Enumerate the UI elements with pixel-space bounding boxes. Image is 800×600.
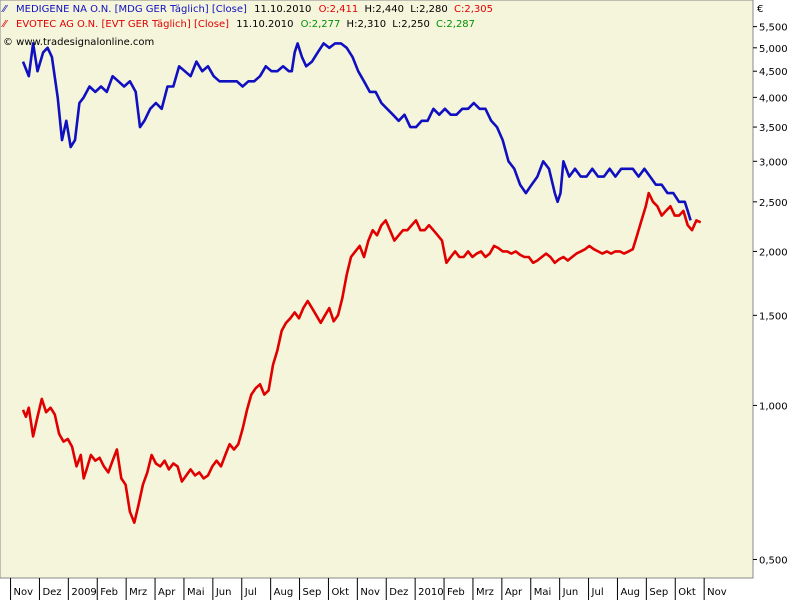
y-tick-label: 5,500: [759, 23, 788, 34]
legend-high-label: H:: [347, 19, 358, 30]
line-chart-icon: ⁄⁄: [1, 19, 9, 30]
legend-name: MEDIGENE NA O.N. [MDG GER Täglich] [Clos…: [16, 4, 247, 15]
legend-close-value: 2,287: [446, 19, 475, 30]
x-tick-label: Dez: [42, 587, 61, 598]
legend-low-value: 2,280: [419, 4, 448, 15]
y-tick-label: 2,000: [759, 247, 788, 258]
y-tick-label: 3,000: [759, 157, 788, 168]
y-tick-label: 4,500: [759, 67, 788, 78]
y-tick-label: 4,000: [759, 93, 788, 104]
y-tick-label: 1,000: [759, 401, 788, 412]
series-line-medigene: [21, 42, 692, 221]
legend-date: 11.10.2010: [254, 4, 311, 15]
x-tick-label: Apr: [158, 587, 176, 598]
currency-symbol: €: [757, 4, 763, 15]
plot-area: [0, 0, 754, 579]
legend-row-evotec: ⁄⁄ EVOTEC AG O.N. [EVT GER Täglich] [Clo…: [1, 19, 475, 30]
x-tick-label: Okt: [678, 587, 696, 598]
x-tick-label: Mrz: [476, 587, 494, 598]
series-group: [21, 42, 702, 524]
x-tick-label: Mrz: [129, 587, 147, 598]
x-tick-label: Jun: [562, 587, 579, 598]
legend-high-label: H:: [364, 4, 375, 15]
legend-open-label: O:: [319, 4, 330, 15]
legend-close-label: C:: [436, 19, 446, 30]
svg-text:MEDIGENE NA O.N. [MDG GER Täg: MEDIGENE NA O.N. [MDG GER Täglich] [Clos…: [16, 4, 493, 15]
x-tick-label: Mai: [187, 587, 205, 598]
y-tick-label: 1,500: [759, 311, 788, 322]
x-tick-label: Mai: [534, 587, 552, 598]
legend-close-label: C:: [454, 4, 464, 15]
x-tick-label: Feb: [100, 587, 118, 598]
x-tick-label: 2009: [71, 587, 96, 598]
x-tick-label: Aug: [620, 587, 640, 598]
copyright-text: © www.tradesignalonline.com: [3, 37, 154, 48]
x-tick-label: Feb: [447, 587, 465, 598]
legend-high-value: 2,440: [375, 4, 404, 15]
y-tick-label: 5,000: [759, 44, 788, 55]
x-tick-label: Jul: [591, 587, 604, 598]
svg-text:EVOTEC AG O.N. [EVT GER Tägli: EVOTEC AG O.N. [EVT GER Täglich] [Close]…: [16, 19, 475, 30]
x-tick-label: Sep: [303, 587, 322, 598]
x-axis: Nov Dez 2009 Feb Mrz Apr Mai Jun Jul Aug Sep Okt Nov…: [10, 578, 727, 600]
legend-open-value: 2,277: [312, 19, 341, 30]
legend-low-label: L:: [392, 19, 401, 30]
legend-close-value: 2,305: [464, 4, 493, 15]
x-tick-label: Nov: [707, 587, 727, 598]
x-tick-label: Aug: [274, 587, 294, 598]
y-axis: 5,500 5,000 4,500 4,000 3,500 3,000 2,500 2,000…: [753, 23, 788, 566]
y-tick-label: 2,500: [759, 198, 788, 209]
series-line-evotec: [21, 191, 702, 524]
x-tick-label: 2010: [418, 587, 443, 598]
x-tick-label: Apr: [505, 587, 523, 598]
legend-open-value: 2,411: [330, 4, 359, 15]
legend-date: 11.10.2010: [236, 19, 293, 30]
legend-low-label: L:: [410, 4, 419, 15]
x-tick-label: Dez: [389, 587, 408, 598]
legend-name: EVOTEC AG O.N. [EVT GER Täglich] [Close]: [16, 19, 229, 30]
line-chart-icon: ⁄⁄: [1, 4, 9, 15]
legend-open-label: O:: [301, 19, 312, 30]
x-tick-label: Nov: [14, 587, 34, 598]
legend-row-medigene: ⁄⁄ MEDIGENE NA O.N. [MDG GER Täglich] [C…: [1, 4, 493, 15]
x-tick-label: Nov: [360, 587, 380, 598]
legend-high-value: 2,310: [357, 19, 386, 30]
y-tick-label: 3,500: [759, 123, 788, 134]
y-tick-label: 0,500: [759, 555, 788, 566]
x-tick-label: Jun: [215, 587, 232, 598]
x-tick-label: Jul: [244, 587, 257, 598]
x-tick-label: Okt: [331, 587, 349, 598]
x-tick-label: Sep: [649, 587, 668, 598]
legend-low-value: 2,250: [401, 19, 430, 30]
